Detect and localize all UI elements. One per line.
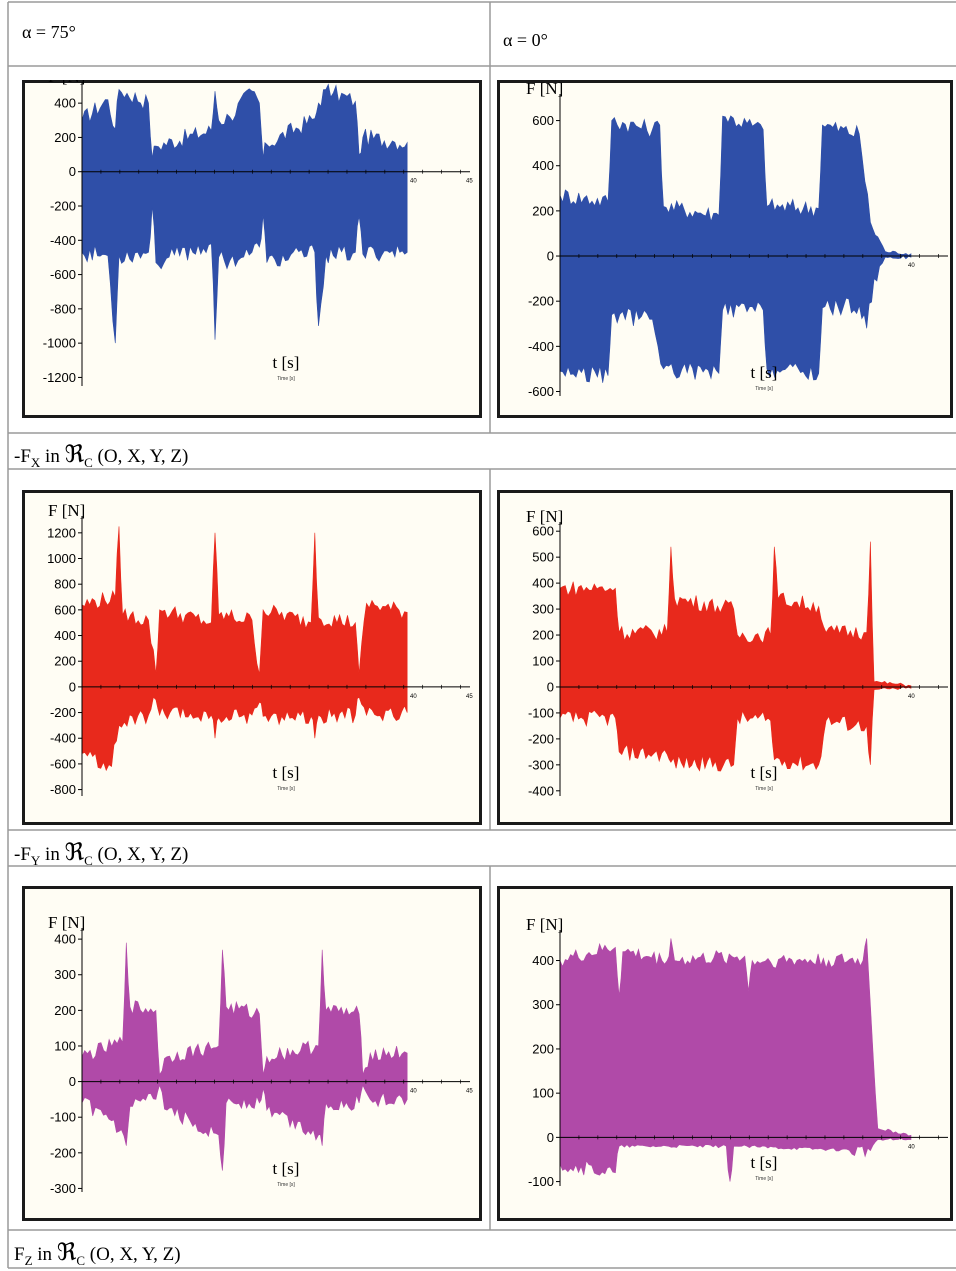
y-tick-label: 200 <box>532 1041 554 1056</box>
x-tick-label: 40 <box>410 694 417 700</box>
x-tick-label: 45 <box>466 179 473 185</box>
y-tick-label: 1200 <box>47 525 76 540</box>
force-signal-area <box>81 83 408 344</box>
y-tick-label: 400 <box>532 158 554 173</box>
x-axis-small-label: Time [s] <box>755 786 773 792</box>
x-axis-label: t [s] <box>751 363 778 382</box>
x-tick-label: 40 <box>410 179 417 185</box>
x-tick-label: 40 <box>410 1089 417 1095</box>
y-tick-label: -400 <box>528 339 554 354</box>
y-tick-label: 600 <box>532 113 554 128</box>
y-tick-label: 100 <box>54 1038 76 1053</box>
y-tick-label: 0 <box>69 164 76 179</box>
x-axis-label: t [s] <box>273 763 300 782</box>
x-axis-small-label: Time [s] <box>277 786 295 792</box>
y-axis-label: F [N] <box>526 507 563 526</box>
y-tick-label: -1200 <box>43 370 76 385</box>
y-tick-label: -200 <box>528 294 554 309</box>
x-axis-label: t [s] <box>751 1153 778 1172</box>
force-signal-area <box>559 938 912 1182</box>
y-tick-label: 0 <box>547 679 554 694</box>
y-tick-label: 300 <box>54 967 76 982</box>
y-tick-label: -600 <box>528 384 554 399</box>
chart-fy-alpha-0: 40 600 500 400 300 200 100 0 -100 -200 -300 -400 F [… <box>497 490 953 825</box>
y-tick-label: -300 <box>528 757 554 772</box>
x-axis-label: t [s] <box>751 763 778 782</box>
y-tick-label: 200 <box>532 628 554 643</box>
chart-fy-alpha-75: 40 45 1200 1000 800 600 400 200 0 -200 -400 -600 -80… <box>22 490 482 825</box>
y-tick-label: 300 <box>532 602 554 617</box>
y-axis-label: F [N] <box>526 915 563 934</box>
x-axis-small-label: Time [s] <box>277 1182 295 1188</box>
chart-fx-alpha-0: 40 600 400 200 0 -200 -400 -600 F [N] t [s] Time [… <box>497 80 953 418</box>
y-tick-label: -1000 <box>43 336 76 351</box>
y-tick-label: -800 <box>50 301 76 316</box>
x-axis-small-label: Time [s] <box>755 1176 773 1182</box>
y-tick-label: 800 <box>54 577 76 592</box>
force-signal-area <box>559 541 912 772</box>
y-tick-label: 0 <box>69 1074 76 1089</box>
chart-fx-alpha-75: 40 45 400 200 0 -200 -400 -600 -800 -1000 -1200 F [… <box>22 80 482 418</box>
y-tick-label: 400 <box>532 576 554 591</box>
y-tick-label: 200 <box>532 203 554 218</box>
y-tick-label: -400 <box>528 783 554 798</box>
y-tick-label: -800 <box>50 782 76 797</box>
force-signal-area <box>559 115 912 383</box>
x-axis-label: t [s] <box>273 353 300 372</box>
x-tick-label: 45 <box>466 694 473 700</box>
x-axis-small-label: Time [s] <box>755 386 773 392</box>
y-tick-label: -600 <box>50 756 76 771</box>
y-tick-label: 600 <box>532 524 554 539</box>
y-axis-label: F [N] <box>526 80 563 98</box>
x-axis-small-label: Time [s] <box>277 376 295 382</box>
x-tick-label: 40 <box>908 1144 915 1150</box>
y-tick-label: 0 <box>69 679 76 694</box>
y-tick-label: 400 <box>54 932 76 947</box>
y-tick-label: -100 <box>528 1174 554 1189</box>
x-tick-label: 45 <box>466 1089 473 1095</box>
header-alpha-75: α = 75° <box>22 22 76 42</box>
force-signal-area <box>81 526 408 772</box>
caption-fz: FZ in ℜC (O, X, Y, Z) <box>14 1240 181 1268</box>
y-tick-label: 200 <box>54 130 76 145</box>
y-tick-label: 1000 <box>47 551 76 566</box>
y-tick-label: 200 <box>54 1003 76 1018</box>
y-tick-label: -300 <box>50 1181 76 1196</box>
y-tick-label: 500 <box>532 550 554 565</box>
y-tick-label: -100 <box>528 705 554 720</box>
x-tick-label: 40 <box>908 694 915 700</box>
caption-fy: -FY in ℜC (O, X, Y, Z) <box>14 840 189 868</box>
y-tick-label: -100 <box>50 1110 76 1125</box>
y-axis-label: F [N] <box>48 913 85 932</box>
y-tick-label: -600 <box>50 267 76 282</box>
y-tick-label: 0 <box>547 249 554 264</box>
y-tick-label: 300 <box>532 997 554 1012</box>
y-tick-label: -200 <box>50 199 76 214</box>
y-tick-label: 400 <box>54 628 76 643</box>
y-axis-label: F [N] <box>48 80 85 86</box>
header-alpha-0: α = 0° <box>503 30 548 50</box>
force-signal-area <box>81 942 408 1171</box>
y-tick-label: -200 <box>528 731 554 746</box>
y-axis-label: F [N] <box>48 501 85 520</box>
y-tick-label: -400 <box>50 731 76 746</box>
chart-fz-alpha-75: 40 45 400 300 200 100 0 -100 -200 -300 F [N] t [s] T… <box>22 886 482 1221</box>
y-tick-label: -400 <box>50 233 76 248</box>
x-tick-label: 40 <box>908 263 915 269</box>
y-tick-label: -200 <box>50 1145 76 1160</box>
y-tick-label: 400 <box>532 953 554 968</box>
chart-fz-alpha-0: 40 400 300 200 100 0 -100 F [N] t [s] Time [s] <box>497 886 953 1221</box>
y-tick-label: 100 <box>532 654 554 669</box>
caption-fx: -FX in ℜC (O, X, Y, Z) <box>14 442 189 470</box>
y-tick-label: -200 <box>50 705 76 720</box>
y-tick-label: 200 <box>54 654 76 669</box>
y-tick-label: 600 <box>54 602 76 617</box>
y-tick-label: 400 <box>54 96 76 111</box>
y-tick-label: 100 <box>532 1086 554 1101</box>
y-tick-label: 0 <box>547 1130 554 1145</box>
x-axis-label: t [s] <box>273 1159 300 1178</box>
